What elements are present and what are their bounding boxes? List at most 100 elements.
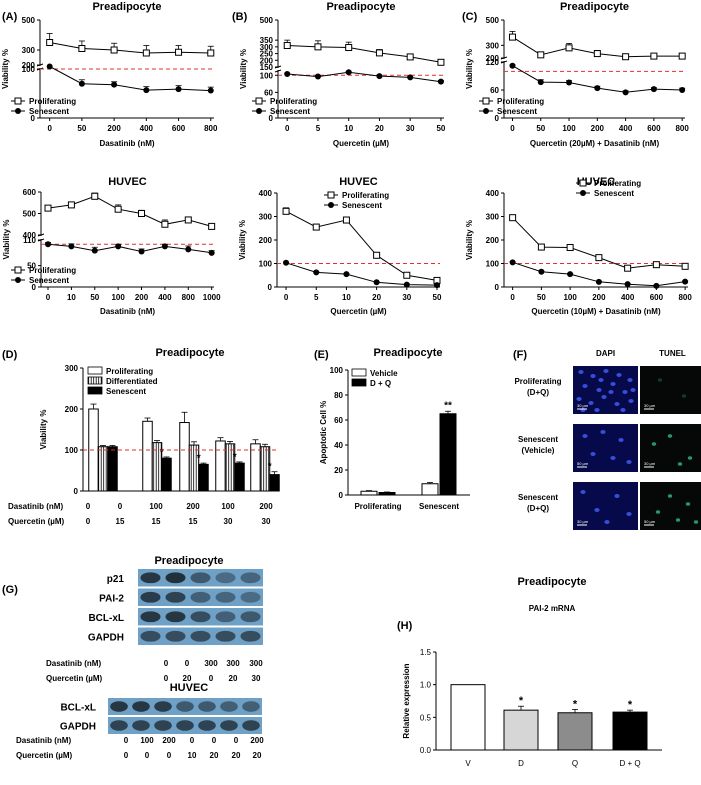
legend-label: Senescent [29,276,69,285]
y-tick-label: 500 [22,16,36,25]
chart-subtitle: PAI-2 mRNA [529,604,576,613]
data-point [46,63,53,70]
data-point [437,58,445,66]
nucleus [594,408,600,412]
legend-marker [14,97,22,105]
y-tick-label: 250 [260,50,274,59]
chart-B2: HUVEC Viability % Quercetin (µM) 0 5 10 20 30 50… [238,176,442,316]
y-tick-label: 500 [486,16,500,25]
significance-marker: * [233,452,237,463]
y-tick-label: 0 [495,283,500,292]
blot-title: Preadipocyte [154,555,223,567]
x-tick-label: 0 [284,293,289,302]
y-axis-label: Apoptotic Cell % [319,401,328,465]
nucleus [596,388,602,392]
x-tick-label: 600 [650,293,664,302]
x-tick-label: 1000 [203,293,221,302]
band [240,630,261,642]
row-label-dasatinib: Dasatinib (nM) [8,502,63,511]
data-point [284,70,291,77]
quercetin-value: 0 [145,751,150,760]
legend-marker [15,277,21,283]
quercetin-value: 0 [86,517,91,526]
tunel-signal [693,520,699,524]
legend-marker [579,179,587,187]
bar [107,446,118,492]
scale-bar-label: 50 µm [644,519,656,524]
y-tick-label: 300 [260,43,274,52]
x-tick-label: 800 [675,124,689,133]
nucleus [576,397,582,401]
dasatinib-value: 0 [86,502,91,511]
legend-label: Proliferating [594,179,641,188]
x-tick-label: 30 [406,124,415,133]
data-point [565,44,573,52]
row-label: (D+Q) [527,388,549,397]
treatment-row-label: Dasatinib (nM) [46,659,101,668]
tunel-signal [675,518,681,522]
quercetin-value: 0 [209,674,214,683]
y-tick-label: 300 [259,213,273,222]
x-tick-label: 5 [314,293,319,302]
data-point [650,52,658,60]
nucleus [610,456,616,460]
y-tick-label: 0 [31,114,36,123]
x-tick-label: 200 [592,293,606,302]
data-point [110,46,118,54]
quercetin-value: 20 [253,751,262,760]
band [215,611,236,623]
x-tick-label: 200 [591,124,605,133]
y-tick-label: 200 [259,236,273,245]
panel-label-b: (B) [232,11,248,23]
band [215,572,236,584]
legend-swatch [87,386,103,395]
legend-label: D + Q [370,379,391,388]
y-axis-label: Viability % [465,49,474,89]
chart-title: Preadipocyte [373,347,442,359]
panel-label-h: (H) [397,620,413,632]
treatment-row-label: Quercetin (µM) [46,674,103,683]
nucleus [590,452,596,456]
y-axis-label: Viability % [238,220,247,260]
scale-bar-label: 30 µm [644,403,656,408]
y-tick-label: 500 [260,16,274,25]
data-point [437,78,444,85]
data-point [433,282,440,289]
x-tick-label: 800 [182,293,196,302]
y-tick-label: 300 [65,364,79,373]
tunel-signal [651,442,657,446]
x-tick-label: 0 [46,293,51,302]
bar [161,457,172,492]
series-line [49,42,211,54]
row-label: Senescent [518,435,558,444]
y-tick-label: 0 [268,283,273,292]
x-tick-label: D [518,759,524,768]
tunel-image [640,424,701,472]
x-tick-label: 400 [619,124,633,133]
data-point [208,222,216,230]
bar [450,684,486,751]
x-tick-label: 800 [678,293,692,302]
bar [97,446,109,492]
data-point [313,269,320,276]
significance-marker: ** [444,400,452,411]
data-point [184,216,192,224]
y-tick-label: 110 [23,236,36,245]
dasatinib-value: 200 [259,502,273,511]
chart-C1: Preadipocyte Viability % Quercetin (20µM) … [465,1,689,148]
y-tick-label: 1.5 [420,648,432,657]
band [165,591,186,603]
chart-title: HUVEC [339,176,378,188]
band [165,630,186,642]
data-point [407,74,414,81]
x-tick-label: D + Q [619,759,640,768]
nucleus [601,395,607,399]
nucleus [628,399,634,403]
y-tick-label: 200 [486,54,500,63]
legend-marker [483,108,489,114]
tunel-image [640,366,701,414]
chart-A2: HUVEC Viability % Dasatinib (nM) 0 10 50 100 20… [2,176,221,316]
band-label: BCL-xL [88,613,124,624]
